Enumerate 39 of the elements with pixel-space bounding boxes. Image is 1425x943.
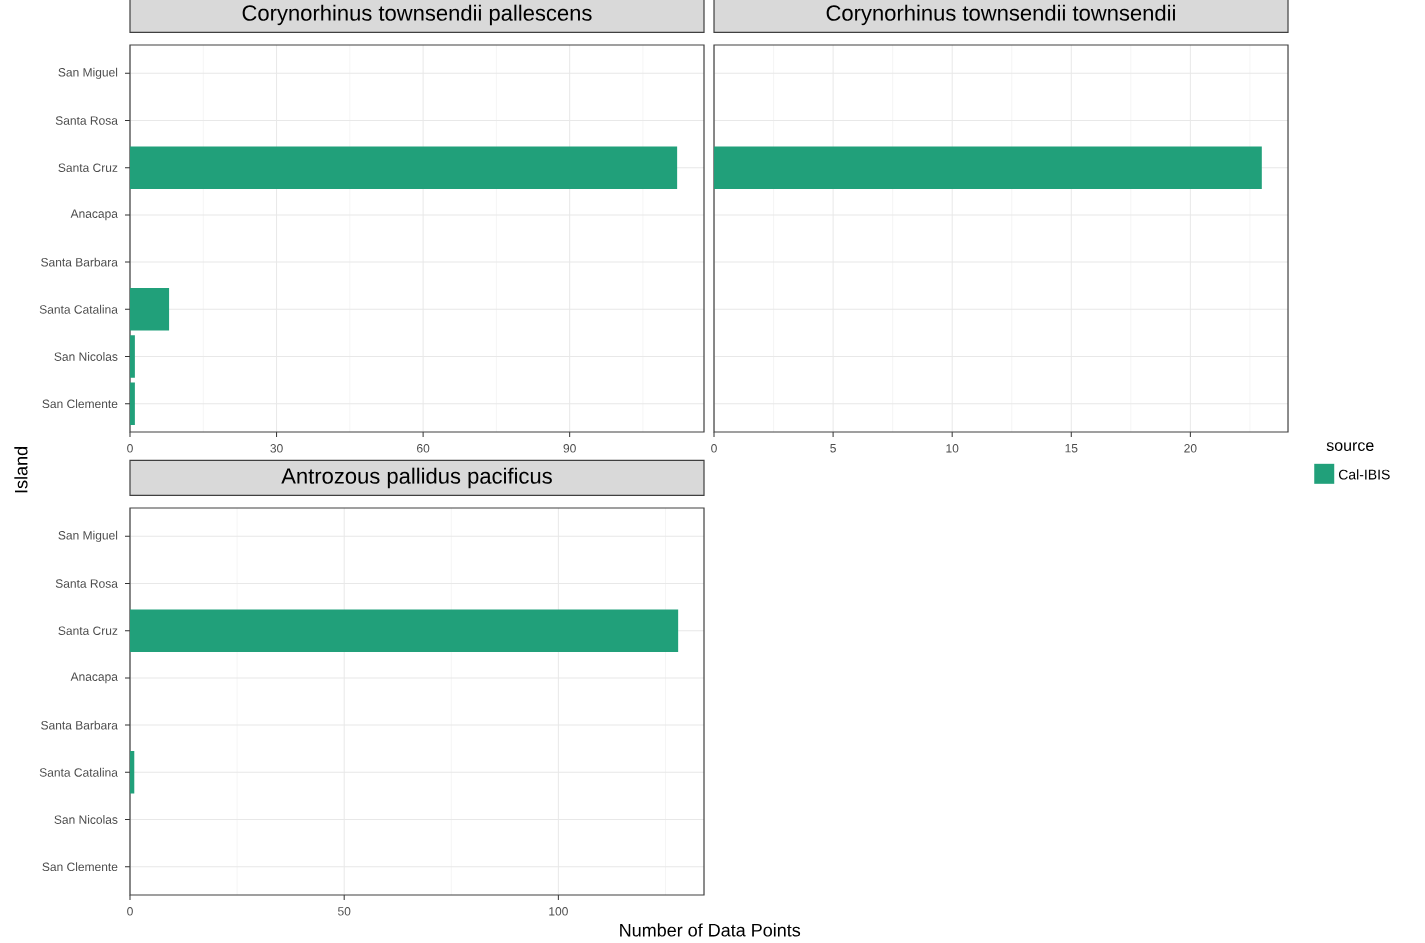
x-tick-label: 90 xyxy=(563,444,576,453)
y-tick-label: Santa Barbara xyxy=(41,720,118,730)
x-tick-label: 60 xyxy=(417,444,430,453)
y-tick-label: San Miguel xyxy=(58,67,118,79)
y-tick-label: Santa Catalina xyxy=(39,767,118,777)
x-tick-label: 15 xyxy=(1065,444,1078,453)
y-tick-label: Santa Barbara xyxy=(41,257,118,267)
y-tick-label: Santa Rosa xyxy=(55,579,118,588)
x-tick-label: 0 xyxy=(127,907,133,916)
y-tick-label: San Nicolas xyxy=(54,352,118,361)
chart-title: Antrozous pallidus pacificus xyxy=(281,467,552,489)
legend-title: source xyxy=(1326,442,1374,451)
chart-title: Corynorhinus townsendii pallescens xyxy=(242,4,592,26)
y-tick-label: Santa Cruz xyxy=(58,163,118,172)
chart-title: Corynorhinus townsendii townsendii xyxy=(826,4,1175,26)
x-tick-label: 0 xyxy=(711,444,717,453)
y-tick-label: San Nicolas xyxy=(54,815,118,824)
x-tick-label: 20 xyxy=(1184,444,1197,453)
legend-label: Cal-IBIS xyxy=(1338,469,1390,480)
x-tick-label: 50 xyxy=(337,907,351,916)
y-tick-label: Santa Rosa xyxy=(55,116,118,125)
bar xyxy=(130,335,135,378)
y-tick-label: Anacapa xyxy=(70,672,118,684)
y-tick-label: Anacapa xyxy=(70,209,118,221)
x-tick-label: 10 xyxy=(946,444,959,453)
x-axis-title: Number of Data Points xyxy=(620,923,801,937)
y-tick-label: Santa Cruz xyxy=(58,626,118,635)
bar xyxy=(130,146,678,189)
x-tick-label: 0 xyxy=(127,444,133,453)
bar xyxy=(130,382,135,425)
bar xyxy=(130,288,170,331)
y-tick-label: San Clemente xyxy=(42,399,118,409)
y-tick-label: Santa Catalina xyxy=(39,304,118,314)
x-tick-label: 100 xyxy=(549,907,568,916)
y-axis-title: Island xyxy=(14,447,28,493)
x-tick-label: 5 xyxy=(830,444,836,453)
x-tick-label: 30 xyxy=(270,444,283,453)
y-tick-label: San Clemente xyxy=(42,862,118,872)
y-tick-label: San Miguel xyxy=(58,530,118,542)
